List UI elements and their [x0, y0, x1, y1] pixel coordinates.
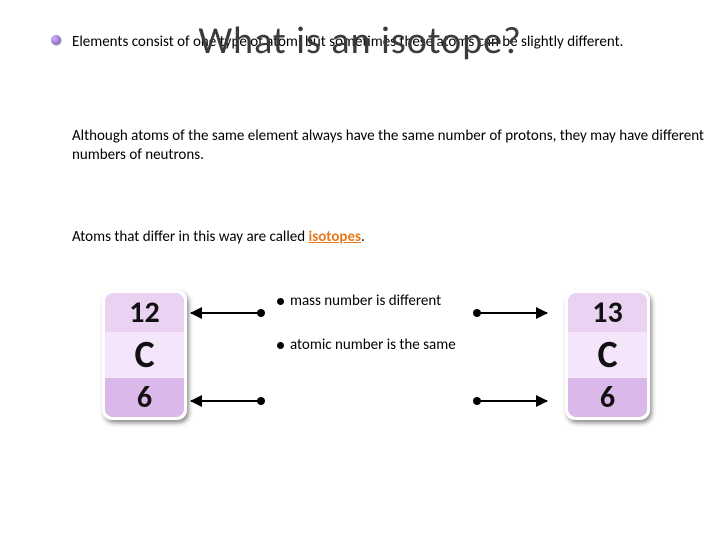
- para3-keyword: isotopes: [309, 228, 361, 246]
- para3-post: .: [361, 228, 365, 246]
- element-tile-right: 13 C 6: [565, 290, 650, 420]
- label-atomic-number: atomic number is the same: [277, 336, 477, 354]
- tile-right-mass: 13: [568, 293, 647, 332]
- bullet-icon: [277, 298, 284, 305]
- tile-left-mass: 12: [105, 293, 184, 332]
- bullet-icon: [277, 342, 284, 349]
- label-mass-number: mass number is different: [277, 292, 477, 310]
- para3-pre: Atoms that differ in this way are called: [72, 228, 309, 246]
- label-atomic-text: atomic number is the same: [290, 336, 456, 354]
- isotope-diagram: 12 C 6 13 C 6 mass number is different a…: [72, 280, 690, 480]
- arrow-icon: [477, 312, 547, 314]
- tile-left-atomic: 6: [105, 378, 184, 417]
- tile-right-atomic: 6: [568, 378, 647, 417]
- arrow-icon: [191, 312, 261, 314]
- label-mass-text: mass number is different: [290, 292, 441, 310]
- arrow-icon: [477, 400, 547, 402]
- tile-right-symbol: C: [568, 332, 647, 378]
- element-tile-left: 12 C 6: [102, 290, 187, 420]
- arrow-icon: [191, 400, 261, 402]
- bullet-icon: [51, 35, 61, 45]
- paragraph-2: Although atoms of the same element alway…: [72, 127, 705, 165]
- tile-left-symbol: C: [105, 332, 184, 378]
- paragraph-3: Atoms that differ in this way are called…: [72, 228, 705, 246]
- page-title: What is an isotope?: [198, 18, 521, 64]
